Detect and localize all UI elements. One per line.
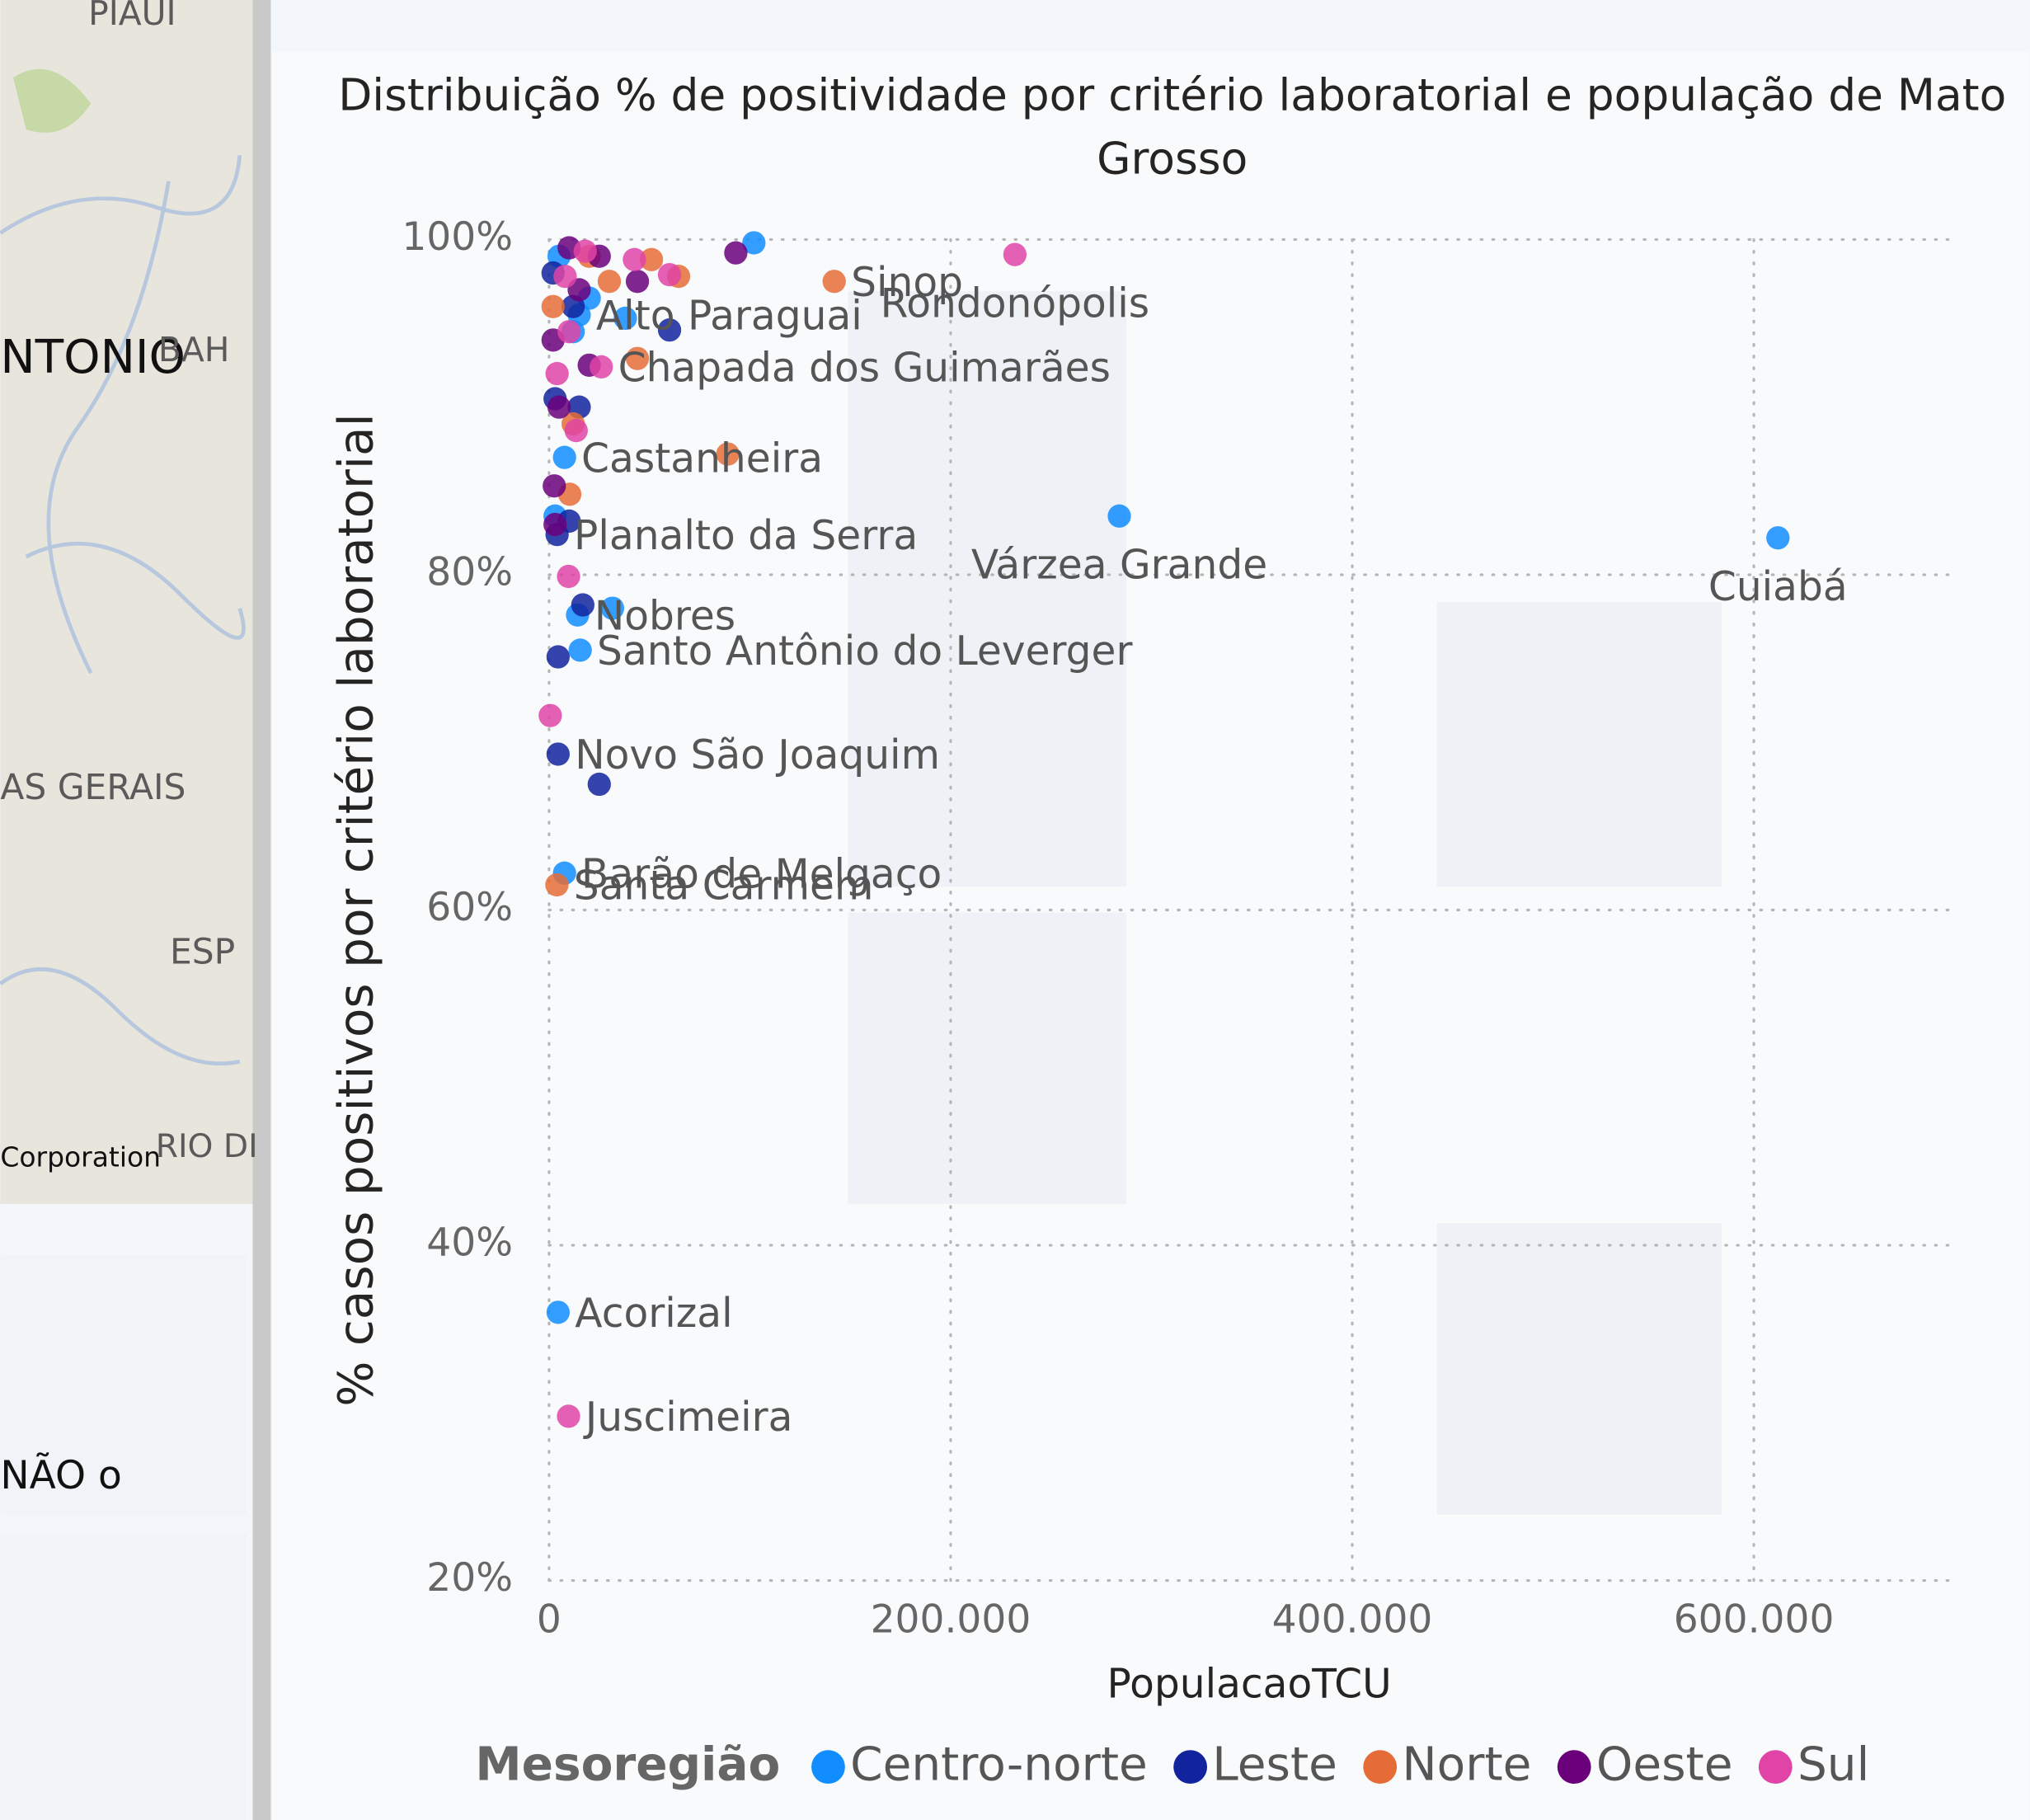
point <box>547 1300 570 1324</box>
legend-title: Mesoregião <box>475 1738 780 1791</box>
data-label: Santo Antônio do Leverger <box>597 628 1132 675</box>
chart-title: Distribuição % de positividade por crité… <box>315 64 2030 191</box>
y-tick-label: 20% <box>426 1555 513 1601</box>
map-label: PIAUI <box>88 0 176 33</box>
page: {"background_texts": ["PIAUI", "NTONIO",… <box>0 0 2030 1820</box>
panel-shadow <box>252 0 270 1820</box>
y-tick-label: 60% <box>426 885 513 930</box>
legend-label: Centro-norte <box>850 1738 1148 1791</box>
data-label: Castanheira <box>581 435 823 482</box>
legend-marker <box>1173 1750 1207 1784</box>
legend-marker <box>1558 1750 1591 1784</box>
y-tick-label: 100% <box>402 214 513 260</box>
point <box>557 565 580 588</box>
point <box>545 873 568 896</box>
screen: PIAUINTONIOBAHAS GERAISESPCorporationRIO… <box>0 0 2030 1820</box>
point <box>1107 505 1130 528</box>
point <box>623 248 646 271</box>
point <box>547 645 570 668</box>
bg-tile <box>848 913 1126 1204</box>
data-label: Novo São Joaquim <box>575 732 940 778</box>
data-label: Planalto da Serra <box>574 513 918 559</box>
legend-marker <box>1363 1750 1397 1784</box>
data-label: Alto Paraguai <box>596 294 862 340</box>
bg-tile <box>1437 1223 1722 1514</box>
point <box>724 242 747 265</box>
data-label: Chapada dos Guimarães <box>618 346 1111 392</box>
point <box>547 742 570 765</box>
point <box>569 638 592 661</box>
point <box>542 295 565 318</box>
bg-tile <box>1437 602 1722 886</box>
visual-panel <box>272 52 2030 1820</box>
point <box>590 355 613 379</box>
data-label: Rondonópolis <box>881 280 1150 327</box>
point <box>1766 526 1789 549</box>
legend-label: Oeste <box>1596 1738 1733 1791</box>
legend-label: Norte <box>1402 1738 1531 1791</box>
point <box>574 239 597 262</box>
point <box>538 704 562 727</box>
legend-marker <box>811 1750 845 1784</box>
map-label: ESP <box>170 931 235 971</box>
map-label: RIO DI <box>156 1128 258 1165</box>
point <box>557 1404 580 1427</box>
point <box>1003 243 1027 266</box>
point <box>658 263 681 286</box>
point <box>598 270 621 293</box>
data-label: Acorizal <box>575 1291 732 1337</box>
y-axis-label: % casos positivos por critério laborator… <box>327 413 383 1407</box>
data-label: Cuiabá <box>1708 564 1848 610</box>
map <box>0 0 252 1204</box>
point <box>553 446 576 469</box>
x-tick-label: 600.000 <box>1674 1597 1835 1642</box>
legend-label: Sul <box>1797 1738 1869 1791</box>
data-label: Juscimeira <box>583 1394 792 1441</box>
legend-marker <box>1759 1750 1793 1784</box>
x-axis-label: PopulacaoTCU <box>1107 1661 1391 1707</box>
point <box>543 474 566 497</box>
point <box>553 265 576 288</box>
map-label: Corporation <box>0 1140 161 1173</box>
point <box>543 513 566 536</box>
point <box>626 270 649 293</box>
point <box>557 320 580 343</box>
map-label: BAH <box>158 330 230 369</box>
legend-label: Leste <box>1212 1738 1337 1791</box>
point <box>571 593 594 616</box>
y-tick-label: 80% <box>426 549 513 595</box>
map-label: NÃO o <box>0 1453 121 1498</box>
title-box: Distribuição % de positividade por crité… <box>315 64 2030 207</box>
data-label: Santa Carmem <box>574 863 874 910</box>
x-tick-label: 200.000 <box>871 1597 1031 1642</box>
data-label: Várzea Grande <box>971 543 1267 589</box>
point <box>546 362 569 385</box>
map-label: AS GERAIS <box>0 767 186 807</box>
point <box>823 270 846 293</box>
x-tick-label: 0 <box>537 1597 562 1642</box>
y-tick-label: 40% <box>426 1220 513 1266</box>
point <box>547 396 571 419</box>
table-panel <box>0 1534 246 1820</box>
x-tick-label: 400.000 <box>1272 1597 1433 1642</box>
